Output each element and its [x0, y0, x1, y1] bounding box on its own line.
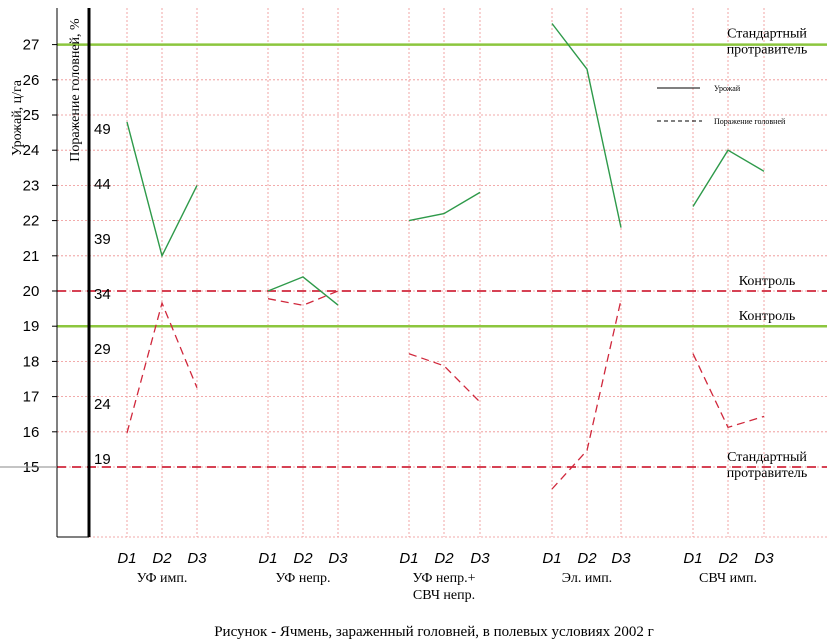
- y-left-tick-label-26: 26: [23, 72, 40, 89]
- legend: Урожай Поражение головней: [657, 84, 786, 126]
- legend-yield-label: Урожай: [714, 84, 741, 93]
- x-tick-label-4-D2: D2: [577, 550, 597, 567]
- group-label-4: Эл. имп.: [562, 571, 612, 586]
- y-right-tick-label-49: 49: [94, 121, 111, 138]
- y-right-tick-label-34: 34: [94, 286, 111, 303]
- y-left-tick-label-25: 25: [23, 107, 40, 124]
- yield-line-group-1: [126, 121, 198, 258]
- reference-label-2: Контроль: [739, 309, 796, 324]
- series: [126, 23, 765, 490]
- group-label-3: УФ непр.+ СВЧ непр.: [412, 571, 475, 603]
- y-left-tick-label-18: 18: [23, 353, 40, 370]
- yield-line-group-3: [408, 191, 481, 222]
- y-left-tick-label-24: 24: [23, 142, 40, 159]
- x-tick-label-4-D1: D1: [542, 550, 561, 567]
- infection-line-group-5: [692, 353, 765, 429]
- x-tick-label-2-D2: D2: [293, 550, 313, 567]
- y-left-tick-label-19: 19: [23, 318, 40, 335]
- yield-line-group-2: [267, 276, 339, 306]
- x-tick-label-2-D3: D3: [328, 550, 348, 567]
- x-tick-label-2-D1: D1: [258, 550, 277, 567]
- y-right-tick-label-24: 24: [94, 396, 111, 413]
- x-tick-label-1-D3: D3: [187, 550, 207, 567]
- y-left-tick-label-17: 17: [23, 389, 40, 406]
- y-right-tick-label-19: 19: [94, 451, 111, 468]
- y-right-tick-label-44: 44: [94, 176, 111, 193]
- y-left-tick-label-20: 20: [23, 283, 40, 300]
- y-left-axis-label: Урожай, ц/га: [10, 79, 25, 156]
- x-tick-label-5-D2: D2: [718, 550, 738, 567]
- infection-line-group-4: [551, 299, 622, 490]
- reference-label-1: Стандартный протравитель: [727, 27, 808, 58]
- chart-caption: Рисунок - Ячмень, зараженный головней, в…: [214, 624, 654, 640]
- infection-line-group-3: [408, 353, 481, 403]
- x-tick-label-3-D3: D3: [470, 550, 490, 567]
- reference-lines: Стандартный протравитель Контроль Контроль С…: [57, 27, 827, 481]
- x-tick-label-5-D1: D1: [683, 550, 702, 567]
- x-tick-label-4-D3: D3: [611, 550, 631, 567]
- y-left-tick-label-23: 23: [23, 177, 40, 194]
- x-tick-label-1-D1: D1: [117, 550, 136, 567]
- grid: [57, 8, 827, 538]
- y-left-tick-label-16: 16: [23, 424, 40, 441]
- group-label-2: УФ непр.: [275, 571, 330, 586]
- y-left-tick-label-21: 21: [23, 248, 40, 265]
- reference-label-4: Стандартный протравитель: [727, 450, 808, 481]
- group-label-5: СВЧ имп.: [699, 571, 757, 586]
- infection-line-group-1: [126, 301, 198, 434]
- group-label-1: УФ имп.: [137, 571, 188, 586]
- x-tick-label-3-D2: D2: [434, 550, 454, 567]
- x-tick-label-1-D2: D2: [152, 550, 172, 567]
- y-right-axis-label: Поражение головней, %: [68, 18, 83, 162]
- x-tick-label-5-D3: D3: [754, 550, 774, 567]
- x-tick-label-3-D1: D1: [399, 550, 418, 567]
- y-left-tick-label-22: 22: [23, 213, 40, 230]
- y-right-tick-label-39: 39: [94, 231, 111, 248]
- y-right-tick-label-29: 29: [94, 341, 111, 358]
- yield-line-group-5: [692, 149, 765, 207]
- y-left-tick-label-27: 27: [23, 37, 40, 54]
- legend-infection-label: Поражение головней: [714, 117, 786, 126]
- reference-label-3: Контроль: [739, 274, 796, 289]
- yield-line-group-4: [551, 23, 622, 228]
